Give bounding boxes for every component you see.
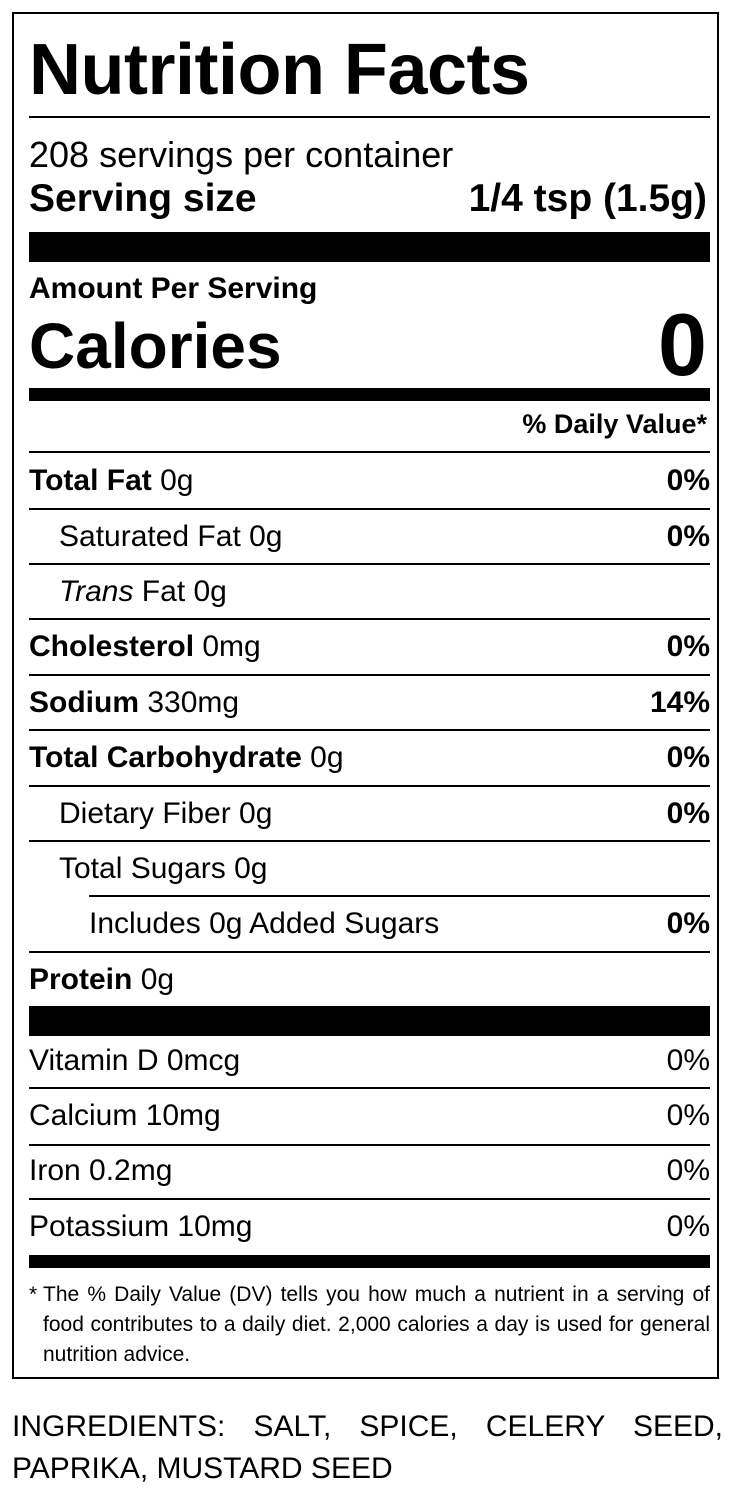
divider [29, 840, 710, 842]
nutrient-dv: 0% [666, 464, 710, 497]
nutrient-dv: 0% [666, 797, 710, 830]
nutrient-amount: 0g [151, 464, 194, 497]
divider [29, 563, 710, 565]
nutrient-amount: 0g [132, 963, 175, 996]
nutrient-amount: 0g [301, 741, 344, 774]
nutrient-row-protein: Protein 0g [29, 953, 710, 1007]
calories-label: Calories [29, 310, 282, 382]
vitamin-row-vitamin-d: Vitamin D 0mcg 0% [29, 1034, 710, 1088]
medium-divider [29, 1255, 710, 1268]
nutrient-row-trans-fat: Trans Fat 0g [29, 565, 710, 619]
divider [29, 116, 710, 118]
divider [29, 508, 710, 510]
vitamin-name: Iron 0.2mg [29, 1154, 173, 1187]
divider [29, 1198, 710, 1200]
nutrient-name: Cholesterol [29, 630, 195, 663]
footnote-text: The % Daily Value (DV) tells you how muc… [43, 1283, 710, 1366]
ingredients-list: INGREDIENTS: SALT, SPICE, CELERY SEED, P… [12, 1410, 723, 1485]
divider [29, 729, 710, 731]
nutrient-row-total-fat: Total Fat 0g 0% [29, 454, 710, 508]
vitamin-row-potassium: Potassium 10mg 0% [29, 1200, 710, 1254]
nutrient-name: Total Fat [29, 464, 152, 497]
nutrient-name: Protein [29, 963, 133, 996]
divider [29, 674, 710, 676]
vitamin-dv: 0% [666, 1044, 710, 1077]
vitamin-name: Calcium 10mg [29, 1099, 221, 1132]
nutrient-name: Dietary Fiber 0g [59, 797, 273, 830]
vitamin-name: Vitamin D 0mcg [29, 1044, 241, 1077]
divider [29, 1087, 710, 1089]
amount-per-serving: Amount Per Serving [29, 272, 318, 305]
footnote-asterisk: * [29, 1283, 38, 1306]
nutrient-amount: Fat 0g [133, 575, 227, 608]
nutrient-name: Includes 0g Added Sugars [89, 907, 440, 940]
vitamin-row-calcium: Calcium 10mg 0% [29, 1089, 710, 1143]
divider [29, 785, 710, 787]
nutrient-dv: 14% [649, 686, 710, 719]
nutrient-row-saturated-fat: Saturated Fat 0g 0% [29, 510, 710, 564]
nutrient-dv: 0% [666, 907, 710, 940]
medium-divider [29, 388, 710, 401]
nutrient-dv: 0% [666, 741, 710, 774]
nutrient-name: Saturated Fat 0g [59, 520, 283, 553]
nutrition-facts-panel: Nutrition Facts 208 servings per contain… [12, 12, 719, 1379]
servings-per-container: 208 servings per container [29, 134, 454, 175]
panel-title: Nutrition Facts [29, 30, 530, 110]
nutrient-row-cholesterol: Cholesterol 0mg 0% [29, 620, 710, 674]
vitamin-name: Potassium 10mg [29, 1210, 253, 1243]
nutrient-row-total-sugars: Total Sugars 0g [29, 842, 710, 896]
vitamin-dv: 0% [666, 1154, 710, 1187]
nutrient-name: Total Carbohydrate [29, 741, 302, 774]
divider [29, 951, 710, 953]
vitamin-dv: 0% [666, 1099, 710, 1132]
thick-divider [29, 232, 710, 262]
thick-divider [29, 1006, 710, 1036]
nutrient-row-dietary-fiber: Dietary Fiber 0g 0% [29, 787, 710, 841]
vitamin-dv: 0% [666, 1210, 710, 1243]
nutrient-amount: 330mg [139, 686, 240, 719]
divider [29, 1144, 710, 1146]
divider [89, 895, 710, 897]
nutrient-name: Total Sugars 0g [59, 852, 268, 885]
nutrient-name: Trans [59, 575, 134, 608]
vitamin-row-iron: Iron 0.2mg 0% [29, 1144, 710, 1198]
nutrient-dv: 0% [666, 630, 710, 663]
daily-value-header: % Daily Value* [522, 409, 707, 439]
nutrient-amount: 0mg [194, 630, 261, 663]
nutrient-row-total-carbohydrate: Total Carbohydrate 0g 0% [29, 731, 710, 785]
divider [29, 451, 710, 453]
serving-size-value: 1/4 tsp (1.5g) [468, 177, 707, 220]
calories-value: 0 [658, 295, 707, 394]
nutrient-name: Sodium [29, 686, 139, 719]
nutrient-row-sodium: Sodium 330mg 14% [29, 676, 710, 730]
nutrient-dv: 0% [666, 520, 710, 553]
nutrient-row-added-sugars: Includes 0g Added Sugars 0% [29, 897, 710, 951]
divider [29, 618, 710, 620]
serving-size-label: Serving size [29, 177, 257, 220]
